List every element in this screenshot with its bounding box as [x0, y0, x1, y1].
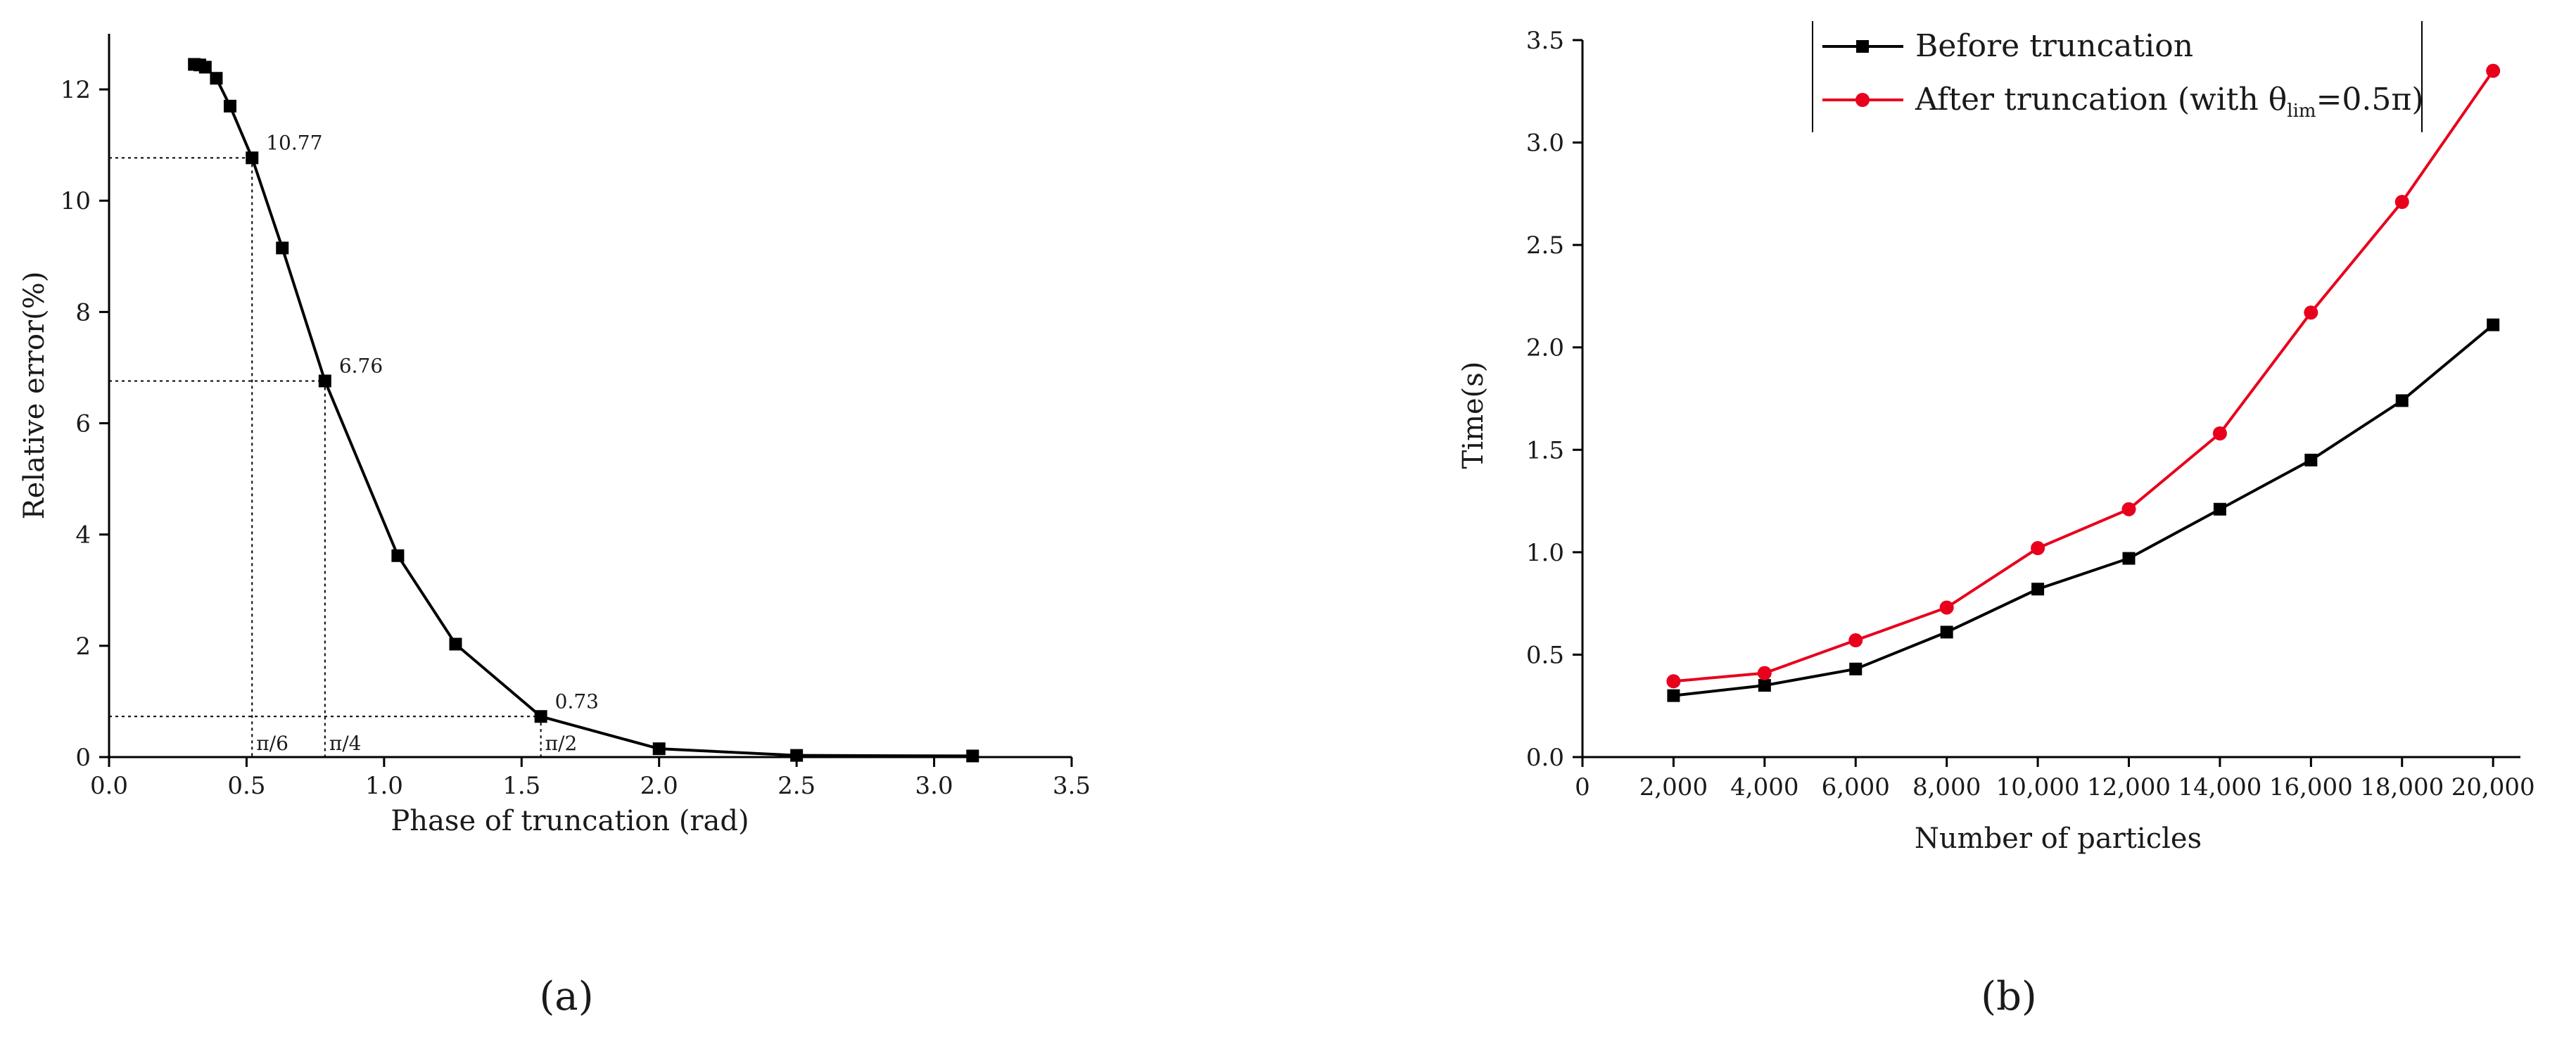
- legend-after-suffix: =0.5π): [2316, 82, 2424, 118]
- chart-b-ylabel: Time(s): [1457, 362, 1490, 469]
- chart-b-ytick-label: 3.5: [1526, 27, 1564, 55]
- chart-b-xtick-label: 0: [1575, 773, 1590, 801]
- chart-b-xtick-label: 12,000: [2087, 773, 2171, 801]
- chart-b-series: [1666, 63, 2501, 702]
- legend-before-marker: [1856, 40, 1869, 53]
- chart-b-xtick-label: 6,000: [1822, 773, 1890, 801]
- chart-a-point: [246, 151, 259, 165]
- chart-a-ytick-label: 8: [75, 298, 91, 326]
- chart-a-xtick-label: 1.0: [365, 772, 403, 800]
- chart-a-ytick-label: 2: [75, 633, 91, 661]
- chart-a-xtick-label: 3.0: [915, 772, 953, 800]
- chart-b-ytick-label: 0.0: [1526, 744, 1564, 772]
- chart-a-point: [966, 749, 979, 763]
- chart-b-panel-label: (b): [1981, 974, 2037, 1020]
- chart-b-xtick-label: 16,000: [2269, 773, 2353, 801]
- chart-a-guide-label: π/6: [256, 732, 288, 755]
- chart-b-xtick-label: 10,000: [1996, 773, 2080, 801]
- chart-a-panel-label: (a): [539, 974, 593, 1020]
- chart-a-series: [188, 58, 979, 763]
- chart-b-ytick-label: 2.0: [1526, 334, 1564, 362]
- chart-b-ytick-label: 0.5: [1526, 641, 1564, 669]
- chart-a-guides: π/6 π/4 π/2: [109, 157, 578, 757]
- chart-b-point: [2122, 552, 2136, 565]
- chart-b-point: [1758, 679, 1771, 692]
- chart-b-ticks: 0 2,000 4,000 6,000 8,000 10,000 12,000 14,000 1…: [1526, 27, 2535, 801]
- chart-a-point: [652, 742, 666, 756]
- chart-a-series-line: [193, 63, 973, 758]
- chart-b-point: [2394, 195, 2409, 210]
- chart-b-xtick-label: 2,000: [1639, 773, 1708, 801]
- chart-a-ytick-label: 6: [75, 410, 91, 438]
- chart-a-xtick-label: 0.5: [227, 772, 265, 800]
- chart-b-point: [1667, 689, 1680, 702]
- chart-b-xtick-label: 14,000: [2178, 773, 2261, 801]
- chart-b-point: [1939, 600, 1954, 615]
- chart-b-xtick-label: 8,000: [1912, 773, 1981, 801]
- chart-b-point: [2213, 502, 2226, 516]
- chart-b-xlabel: Number of particles: [1915, 823, 2202, 855]
- chart-a-xtick-label: 0.0: [90, 772, 128, 800]
- chart-a: π/6 π/4 π/2 0.0 0.5 1.0 1.5 2.0 2.5 3.0 3.5 0 2 4 6 8 1…: [18, 34, 1091, 1020]
- legend-after-prefix: After truncation (with θ: [1915, 82, 2287, 118]
- chart-b-point: [2487, 318, 2500, 331]
- chart-b-point: [1940, 626, 1953, 639]
- chart-b-xtick-label: 4,000: [1730, 773, 1798, 801]
- chart-b-ytick-label: 3.0: [1526, 129, 1564, 158]
- chart-b-ytick-label: 1.0: [1526, 539, 1564, 567]
- chart-b-point: [2304, 453, 2318, 466]
- chart-b-ytick-label: 2.5: [1526, 231, 1564, 260]
- chart-b-point: [1757, 666, 1772, 680]
- chart-b-ytick-label: 1.5: [1526, 436, 1564, 464]
- chart-b-point: [2304, 305, 2318, 320]
- chart-a-xtick-label: 1.5: [502, 772, 540, 800]
- chart-a-ylabel: Relative error(%): [18, 272, 51, 520]
- chart-a-point: [318, 374, 331, 388]
- chart-b-point: [2395, 394, 2409, 407]
- chart-b-point: [2486, 63, 2501, 78]
- chart-b-point: [2212, 426, 2227, 440]
- chart-a-point: [534, 710, 547, 723]
- chart-a-ticks: 0.0 0.5 1.0 1.5 2.0 2.5 3.0 3.5 0 2 4 6 8 10 12: [61, 76, 1091, 800]
- chart-b-xtick-label: 20,000: [2451, 773, 2535, 801]
- chart-a-annotation: 10.77: [266, 131, 322, 154]
- chart-a-point: [276, 241, 289, 255]
- chart-a-point: [391, 549, 405, 562]
- chart-b-xtick-label: 18,000: [2360, 773, 2444, 801]
- chart-a-annotation: 6.76: [339, 354, 383, 377]
- legend-before-label: Before truncation: [1915, 28, 2193, 64]
- chart-a-ytick-label: 4: [75, 521, 91, 550]
- chart-b-series-line: [1673, 324, 2494, 697]
- chart-b-point: [2121, 502, 2136, 516]
- chart-a-ytick-label: 10: [61, 187, 91, 215]
- chart-b-legend: Before truncation After truncation (with…: [1812, 21, 2424, 132]
- chart-a-point: [210, 72, 223, 85]
- chart-b-series-line: [1673, 70, 2494, 683]
- legend-after-subscript: lim: [2287, 101, 2316, 122]
- legend-after-marker: [1855, 93, 1870, 107]
- chart-a-point: [198, 61, 212, 74]
- chart-a-xlabel: Phase of truncation (rad): [391, 805, 749, 837]
- chart-b-point: [1849, 662, 1863, 675]
- chart-b-point: [1666, 674, 1681, 689]
- chart-b-point: [1848, 633, 1863, 648]
- chart-a-point: [790, 749, 804, 762]
- chart-a-ytick-label: 12: [61, 76, 91, 104]
- chart-a-point: [449, 637, 462, 651]
- chart-a-guide-label: π/4: [329, 732, 362, 755]
- chart-b: 0 2,000 4,000 6,000 8,000 10,000 12,000 14,000 1…: [1457, 21, 2535, 1020]
- chart-a-ytick-label: 0: [75, 744, 91, 772]
- chart-a-guide-label: π/2: [545, 732, 578, 755]
- chart-b-point: [2031, 541, 2045, 556]
- chart-a-xtick-label: 2.5: [778, 772, 816, 800]
- chart-b-point: [2031, 583, 2045, 596]
- chart-a-xtick-label: 2.0: [640, 772, 678, 800]
- legend-after-label: After truncation (with θlim=0.5π): [1915, 82, 2424, 122]
- chart-a-point: [223, 99, 236, 113]
- chart-a-xtick-label: 3.5: [1053, 772, 1091, 800]
- chart-a-annotation: 0.73: [555, 690, 599, 713]
- chart-a-annotations: 10.77 6.76 0.73: [266, 131, 599, 713]
